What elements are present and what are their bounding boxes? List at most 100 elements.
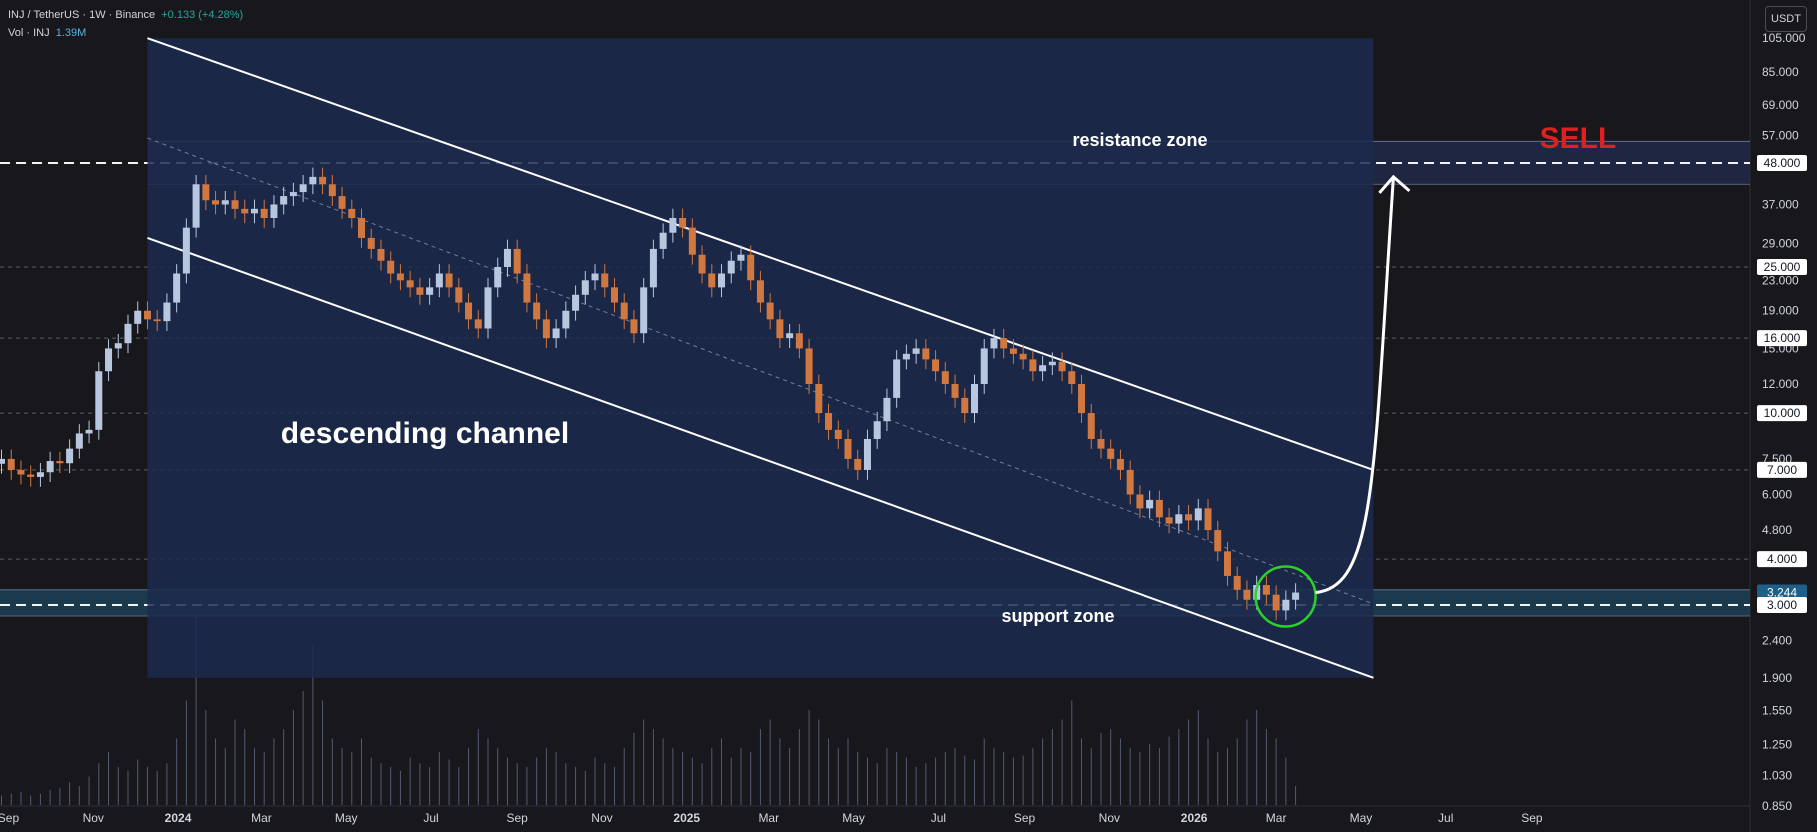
price-axis: 105.000 85.000 69.000 57.000 37.000 29.000 23.… — [1757, 31, 1807, 813]
candles — [0, 167, 1300, 621]
candle-body — [747, 254, 755, 281]
candle-body — [426, 287, 434, 295]
candle-body — [1233, 575, 1241, 590]
candle-body — [1223, 551, 1231, 576]
candle-body — [367, 237, 375, 249]
price-badge-label: 10.000 — [1764, 406, 1801, 420]
candle-body — [805, 348, 813, 384]
candle-body — [1116, 458, 1124, 470]
candle-body — [737, 254, 745, 261]
candle-body — [309, 176, 317, 185]
candle-body — [1068, 371, 1076, 384]
candle-body — [1146, 499, 1154, 509]
candle-body — [902, 353, 910, 360]
y-tick-label: 57.000 — [1762, 129, 1799, 143]
y-tick-label: 6.000 — [1762, 488, 1792, 502]
candle-body — [1126, 469, 1134, 495]
currency-button[interactable]: USDT — [1765, 6, 1807, 32]
candle-body — [912, 348, 920, 354]
price-badge — [1757, 597, 1807, 613]
candle-body — [630, 319, 638, 334]
candle-body — [17, 469, 25, 475]
candle-body — [406, 280, 414, 288]
x-tick-label: Sep — [1521, 811, 1543, 825]
y-tick-label: 1.030 — [1762, 768, 1792, 782]
candle-body — [75, 433, 83, 449]
x-tick-label: May — [335, 811, 358, 825]
y-tick-label: 23.000 — [1762, 273, 1799, 287]
candle-body — [941, 371, 949, 384]
candle-body — [1058, 361, 1066, 372]
candle-body — [688, 227, 696, 255]
volume-bars — [1, 615, 1297, 805]
candle-body — [698, 254, 706, 274]
candle-body — [124, 323, 132, 344]
candle-body — [182, 227, 190, 274]
x-tick-label: Jul — [423, 811, 438, 825]
price-badge-label: 4.000 — [1767, 552, 1797, 566]
candle-body — [863, 438, 871, 470]
candle-body — [649, 248, 657, 288]
price-badge-label: 3.000 — [1767, 598, 1797, 612]
candle-body — [0, 458, 5, 464]
y-tick-label: 105.000 — [1762, 31, 1806, 45]
candle-body — [241, 208, 249, 214]
y-tick-label: 1.250 — [1762, 738, 1792, 752]
sell-label: SELL — [1540, 122, 1617, 155]
candle-body — [1204, 508, 1212, 531]
y-tick-label: 12.000 — [1762, 377, 1799, 391]
candle-body — [299, 184, 307, 193]
candle-body — [1194, 508, 1202, 521]
y-tick-label: 0.850 — [1762, 799, 1792, 813]
candle-body — [474, 319, 482, 329]
candle-body — [669, 217, 677, 233]
candle-body — [591, 273, 599, 281]
channel-lower-line — [147, 236, 1374, 679]
candle-body — [7, 458, 15, 470]
candle-body — [1048, 361, 1056, 366]
candle-body — [455, 287, 463, 303]
current-price-badge — [1757, 584, 1807, 601]
price-badge — [1757, 461, 1807, 478]
y-tick-label: 85.000 — [1762, 65, 1799, 79]
candle-body — [542, 319, 550, 339]
x-tick-label: 2026 — [1181, 811, 1208, 825]
candle-body — [503, 248, 511, 267]
candle-body — [1175, 514, 1183, 524]
volume-header: Vol · INJ 1.39M — [8, 27, 86, 39]
descending-channel — [147, 37, 1374, 679]
candle-body — [562, 310, 570, 329]
candle-body — [358, 217, 366, 238]
candle-body — [1097, 438, 1105, 449]
price-badge-label: 3.244 — [1767, 586, 1797, 600]
candle-body — [1272, 594, 1280, 611]
price-badge-label: 25.000 — [1764, 260, 1801, 274]
x-tick-label: May — [1350, 811, 1373, 825]
candle-body — [1107, 448, 1115, 459]
arrow-head — [1378, 174, 1411, 194]
y-tick-label: 2.400 — [1762, 634, 1792, 648]
candle-body — [221, 200, 229, 205]
descending-channel-label: descending channel — [281, 417, 569, 450]
candle-body — [718, 273, 726, 288]
candle-body — [932, 359, 940, 372]
candle-body — [231, 200, 239, 209]
candle-body — [581, 280, 589, 295]
price-badge — [1757, 258, 1807, 275]
candle-body — [66, 448, 74, 464]
x-tick-label: 2025 — [673, 811, 700, 825]
candle-body — [114, 343, 122, 349]
candle-body — [834, 429, 842, 439]
candle-body — [153, 319, 161, 322]
candle-body — [1136, 494, 1144, 509]
x-tick-label: Sep — [1014, 811, 1036, 825]
candle-body — [1282, 599, 1290, 611]
candle-body — [348, 208, 356, 218]
x-tick-label: Mar — [251, 811, 272, 825]
candle-body — [610, 287, 618, 303]
candle-body — [173, 273, 181, 303]
candle-body — [552, 328, 560, 339]
candle-body — [85, 429, 93, 434]
candle-body — [56, 461, 64, 464]
